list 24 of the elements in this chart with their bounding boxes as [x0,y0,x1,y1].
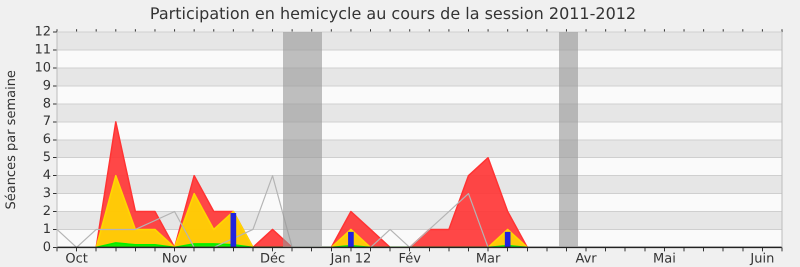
x-tick-label: Mar [476,252,501,267]
x-tick-label: Oct [65,252,88,267]
x-tick-label: Juin [749,252,774,267]
y-tick-label: 12 [34,24,51,40]
y-tick-label: 0 [42,240,51,255]
y-tick-label: 10 [34,60,51,76]
y-tick-label: 11 [34,42,51,58]
x-tick-label: Avr [575,252,598,267]
y-tick-label: 7 [42,114,51,130]
y-tick-label: 6 [42,132,51,148]
y-tick-label: 5 [42,150,51,166]
x-tick-label: Fév [398,252,422,267]
y-tick-label: 3 [42,186,51,201]
y-axis-title: Séances par semaine [4,70,20,210]
x-tick-label: Mai [653,252,676,267]
y-tick-label: 8 [42,96,51,112]
x-tick-label: Déc [260,252,286,267]
x-tick-label: Nov [162,252,188,267]
y-tick-label: 4 [42,168,51,184]
chart-title: Participation en hemicycle au cours de la session 2011-2012 [150,4,636,23]
x-tick-label: Jan 12 [330,252,372,267]
y-tick-label: 2 [42,204,51,219]
y-tick-label: 1 [42,222,51,237]
y-tick-label: 9 [42,78,51,94]
